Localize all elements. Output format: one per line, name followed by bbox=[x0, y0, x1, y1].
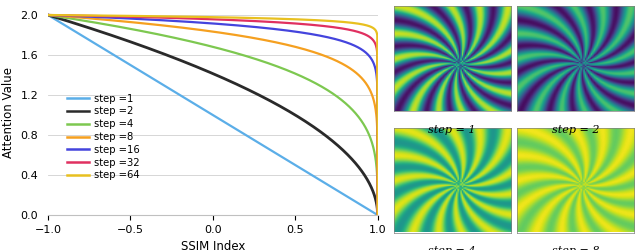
step =64 bbox=[271, 17, 278, 20]
step =32 bbox=[44, 14, 52, 16]
step =16 bbox=[271, 28, 278, 30]
step =8 bbox=[307, 50, 315, 53]
step =64 bbox=[44, 14, 52, 16]
Line: step =16: step =16 bbox=[48, 15, 378, 215]
step =16 bbox=[189, 21, 197, 24]
step =1 bbox=[307, 173, 315, 176]
X-axis label: SSIM Index: SSIM Index bbox=[180, 240, 245, 250]
step =16 bbox=[307, 32, 315, 35]
step =16 bbox=[44, 14, 52, 16]
step =4 bbox=[44, 14, 52, 16]
step =64 bbox=[307, 18, 315, 22]
step =1 bbox=[177, 94, 185, 98]
step =1 bbox=[189, 102, 197, 104]
step =4 bbox=[177, 38, 185, 41]
step =1 bbox=[44, 14, 52, 16]
step =1 bbox=[374, 214, 381, 216]
Line: step =64: step =64 bbox=[48, 15, 378, 215]
step =2 bbox=[307, 124, 315, 126]
step =8 bbox=[374, 214, 381, 216]
step =2 bbox=[301, 120, 309, 123]
step =64 bbox=[374, 214, 381, 216]
step =64 bbox=[177, 15, 185, 18]
step =2 bbox=[177, 59, 185, 62]
step =1 bbox=[271, 151, 278, 154]
step =64 bbox=[78, 14, 86, 17]
Line: step =1: step =1 bbox=[48, 15, 378, 215]
step =8 bbox=[301, 48, 309, 51]
step =64 bbox=[189, 15, 197, 18]
step =2 bbox=[78, 24, 86, 27]
step =16 bbox=[177, 20, 185, 23]
step =32 bbox=[177, 17, 185, 20]
step =1 bbox=[301, 170, 309, 172]
step =32 bbox=[189, 17, 197, 20]
step =32 bbox=[271, 20, 278, 24]
step =2 bbox=[44, 14, 52, 16]
step =4 bbox=[189, 40, 197, 43]
Text: step = 2: step = 2 bbox=[552, 125, 600, 135]
Y-axis label: Attention Value: Attention Value bbox=[2, 67, 15, 158]
Text: step = 4: step = 4 bbox=[428, 246, 476, 250]
step =4 bbox=[78, 19, 86, 22]
Line: step =4: step =4 bbox=[48, 15, 378, 215]
Legend: step =1, step =2, step =4, step =8, step =16, step =32, step =64: step =1, step =2, step =4, step =8, step… bbox=[63, 90, 143, 184]
step =1 bbox=[78, 34, 86, 37]
step =8 bbox=[189, 28, 197, 30]
Text: step = 8: step = 8 bbox=[552, 246, 600, 250]
Line: step =32: step =32 bbox=[48, 15, 378, 215]
step =16 bbox=[78, 15, 86, 18]
step =4 bbox=[307, 80, 315, 82]
step =16 bbox=[374, 214, 381, 216]
step =8 bbox=[271, 40, 278, 43]
step =64 bbox=[301, 18, 309, 21]
step =4 bbox=[271, 64, 278, 67]
step =32 bbox=[374, 214, 381, 216]
Line: step =8: step =8 bbox=[48, 15, 378, 215]
Line: step =2: step =2 bbox=[48, 15, 378, 215]
step =16 bbox=[301, 32, 309, 34]
step =2 bbox=[271, 102, 278, 104]
Text: step = 1: step = 1 bbox=[428, 125, 476, 135]
step =8 bbox=[44, 14, 52, 16]
step =8 bbox=[177, 26, 185, 29]
step =4 bbox=[374, 214, 381, 216]
step =2 bbox=[374, 214, 381, 216]
step =32 bbox=[307, 23, 315, 26]
step =2 bbox=[189, 64, 197, 67]
step =32 bbox=[78, 14, 86, 17]
step =8 bbox=[78, 16, 86, 19]
step =32 bbox=[301, 23, 309, 26]
step =4 bbox=[301, 76, 309, 80]
